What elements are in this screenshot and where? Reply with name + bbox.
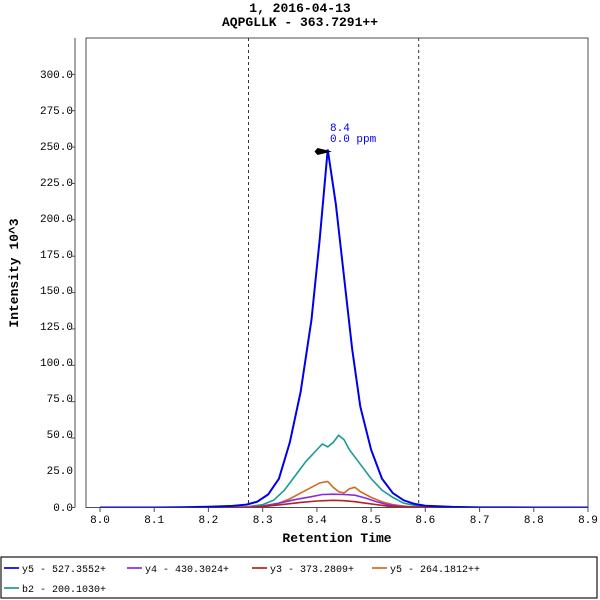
svg-text:8.5: 8.5 (361, 515, 381, 527)
svg-text:200.0: 200.0 (40, 214, 73, 226)
svg-text:1, 2016-04-13: 1, 2016-04-13 (249, 1, 351, 16)
svg-text:0.0: 0.0 (53, 503, 73, 515)
svg-text:75.0: 75.0 (47, 394, 73, 406)
svg-text:8.0: 8.0 (90, 515, 110, 527)
svg-text:Intensity 10^3: Intensity 10^3 (7, 218, 22, 327)
svg-text:AQPGLLK - 363.7291++: AQPGLLK - 363.7291++ (222, 15, 378, 30)
svg-text:275.0: 275.0 (40, 106, 73, 118)
svg-text:8.4: 8.4 (307, 515, 327, 527)
svg-text:8.7: 8.7 (470, 515, 490, 527)
svg-text:125.0: 125.0 (40, 322, 73, 334)
svg-text:150.0: 150.0 (40, 286, 73, 298)
svg-text:8.8: 8.8 (524, 515, 544, 527)
svg-text:225.0: 225.0 (40, 178, 73, 190)
svg-text:y3 - 373.2809+: y3 - 373.2809+ (270, 565, 354, 576)
svg-text:Retention Time: Retention Time (282, 531, 391, 546)
svg-text:8.2: 8.2 (198, 515, 218, 527)
svg-text:250.0: 250.0 (40, 142, 73, 154)
svg-text:b2 - 200.1030+: b2 - 200.1030+ (22, 584, 106, 596)
svg-text:y5 - 264.1812++: y5 - 264.1812++ (390, 565, 480, 576)
svg-text:8.9: 8.9 (578, 515, 598, 527)
svg-text:175.0: 175.0 (40, 250, 73, 262)
svg-text:100.0: 100.0 (40, 358, 73, 370)
svg-text:0.0 ppm: 0.0 ppm (330, 134, 377, 146)
svg-text:50.0: 50.0 (47, 430, 73, 442)
svg-text:8.1: 8.1 (144, 515, 164, 527)
svg-text:25.0: 25.0 (47, 466, 73, 478)
svg-text:y4 - 430.3024+: y4 - 430.3024+ (145, 565, 229, 576)
svg-text:y5 - 527.3552+: y5 - 527.3552+ (22, 565, 106, 576)
svg-text:300.0: 300.0 (40, 70, 73, 82)
svg-text:8.6: 8.6 (415, 515, 435, 527)
svg-text:8.3: 8.3 (253, 515, 273, 527)
